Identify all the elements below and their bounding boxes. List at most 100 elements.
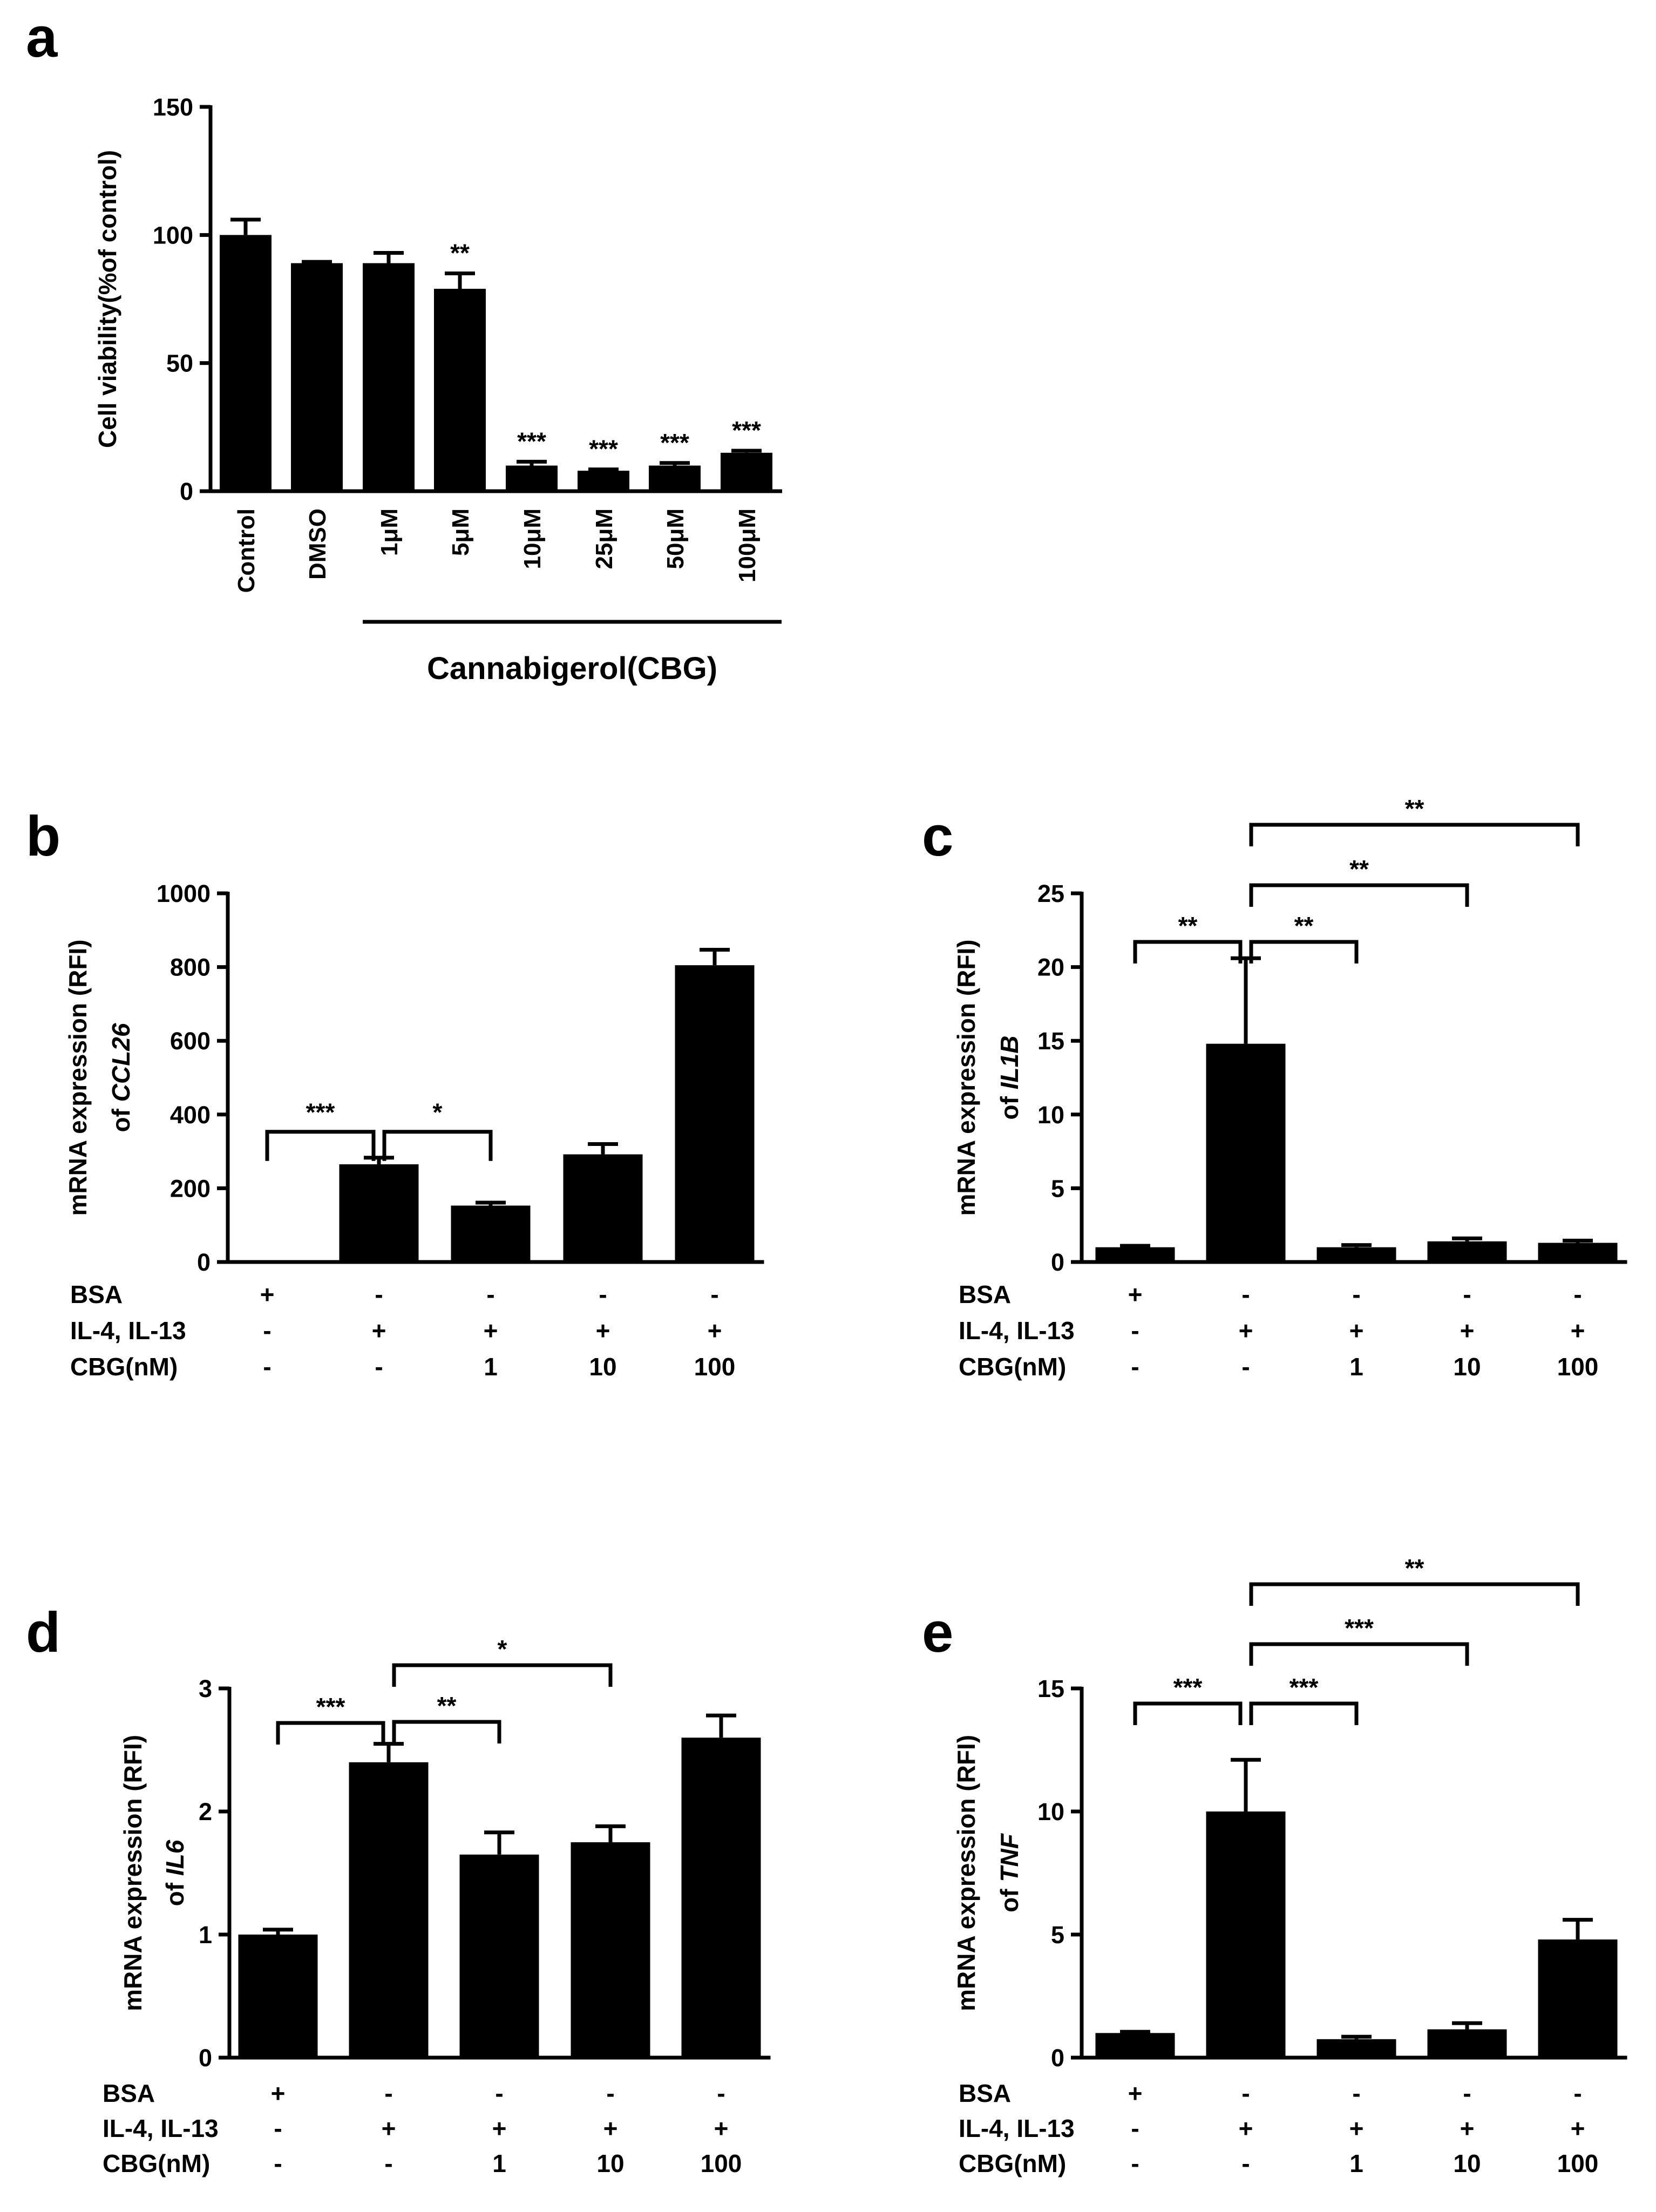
y-tick-label: 15: [1037, 1675, 1064, 1702]
y-tick-label: 200: [170, 1175, 211, 1202]
condition-row-label: BSA: [959, 2079, 1011, 2107]
y-axis-label-prefix: of: [995, 1882, 1023, 1912]
significance-label: ***: [1289, 1673, 1319, 1701]
y-tick-label: 10: [1037, 1798, 1064, 1826]
significance-label: ***: [316, 1693, 345, 1721]
condition-row-label: IL-4, IL-13: [959, 1317, 1075, 1345]
bar: [721, 452, 772, 491]
y-tick-label: 5: [1051, 1921, 1064, 1949]
y-axis-label-gene-name: IL1B: [995, 1036, 1023, 1090]
condition-symbol: -: [1241, 1353, 1250, 1381]
x-category-label: Control: [233, 508, 260, 593]
condition-symbol: -: [1352, 2079, 1360, 2107]
condition-symbol: +: [271, 2079, 286, 2107]
y-axis-label: mRNA expression (RFI): [952, 1735, 980, 2011]
comparison-bracket: ***: [1249, 1673, 1359, 1725]
condition-row-label: BSA: [959, 1280, 1011, 1308]
bar: [649, 465, 701, 491]
panel-letter: e: [922, 1601, 953, 1664]
bar: [434, 289, 486, 491]
condition-symbol: 100: [1557, 1353, 1599, 1381]
panel-letter: c: [922, 805, 953, 868]
y-axis-label-prefix: of: [995, 1089, 1023, 1119]
bar: [291, 263, 343, 491]
comparison-bracket: *: [392, 1635, 613, 1687]
bracket-line: [1249, 823, 1580, 846]
condition-symbol: +: [1460, 2114, 1475, 2142]
bar: [681, 1738, 761, 2058]
condition-symbol: -: [1131, 1317, 1139, 1345]
comparison-bracket: **: [1249, 1554, 1580, 1606]
bar: [1095, 2033, 1175, 2058]
bracket-line: [1249, 1642, 1469, 1666]
y-tick-label: 20: [1037, 954, 1064, 981]
y-tick-label: 3: [199, 1675, 212, 1702]
y-axis-label-gene-line: of TNF: [995, 1833, 1023, 1912]
condition-symbol: 10: [1453, 2149, 1481, 2177]
condition-symbol: -: [1573, 2079, 1582, 2107]
condition-symbol: 10: [1453, 1353, 1481, 1381]
group-label: Cannabigerol(CBG): [427, 651, 717, 686]
condition-symbol: -: [717, 2079, 725, 2107]
condition-symbol: 100: [694, 1353, 736, 1381]
condition-symbol: +: [260, 1280, 275, 1308]
bar: [227, 1261, 307, 1264]
condition-symbol: -: [274, 2149, 282, 2177]
condition-symbol: +: [492, 2114, 507, 2142]
panel-c: c 0 5 10 15 20 25 mRNA expression (RFI) of IL1B *…: [922, 795, 1627, 1381]
condition-symbol: -: [1352, 1280, 1360, 1308]
bracket-line: [1133, 1701, 1243, 1725]
condition-symbol: +: [1571, 1317, 1585, 1345]
y-axis-label: Cell viability(%of control): [93, 150, 121, 448]
condition-symbol: -: [375, 1280, 383, 1308]
bracket-line: [392, 1663, 613, 1687]
bar: [563, 1154, 643, 1262]
condition-symbol: -: [710, 1280, 718, 1308]
bar: [459, 1854, 539, 2058]
bracket-line: [382, 1130, 493, 1161]
bracket-line: [1249, 1582, 1580, 1606]
comparison-bracket: ***: [1133, 1673, 1243, 1725]
condition-row-label: BSA: [70, 1280, 123, 1308]
bar: [339, 1164, 419, 1262]
y-axis-label-gene-line: of IL6: [161, 1840, 189, 1906]
x-category-label: 100μM: [734, 508, 761, 582]
y-tick-label: 0: [199, 2044, 212, 2072]
panel-letter: d: [26, 1601, 60, 1664]
comparison-bracket: **: [392, 1692, 501, 1743]
bracket-line: [392, 1720, 501, 1743]
significance-label: ***: [660, 429, 689, 457]
comparison-bracket: **: [1249, 912, 1359, 963]
x-category-label: 1μM: [376, 508, 403, 556]
condition-symbol: +: [603, 2114, 618, 2142]
comparison-bracket: *: [382, 1098, 493, 1161]
comparison-bracket: **: [1249, 855, 1469, 907]
x-category-label: 10μM: [519, 508, 546, 569]
comparison-bracket: ***: [265, 1098, 376, 1161]
bracket-line: [276, 1721, 385, 1745]
panel-letter: b: [26, 805, 60, 868]
comparison-bracket: **: [1249, 795, 1580, 846]
condition-symbol: -: [1241, 2079, 1250, 2107]
significance-label: **: [437, 1692, 457, 1720]
y-axis-label-gene-name: TNF: [995, 1833, 1023, 1882]
y-axis-label-prefix: of: [161, 1876, 189, 1906]
significance-label: *: [498, 1635, 507, 1663]
comparison-bracket: ***: [1249, 1614, 1469, 1666]
condition-symbol: -: [599, 1280, 607, 1308]
condition-row-label: CBG(nM): [959, 1353, 1066, 1381]
bar: [1095, 1247, 1175, 1262]
condition-symbol: -: [1241, 2149, 1250, 2177]
condition-symbol: 1: [484, 1353, 498, 1381]
condition-symbol: +: [714, 2114, 729, 2142]
condition-symbol: -: [384, 2149, 392, 2177]
y-tick-label: 25: [1037, 880, 1064, 907]
condition-symbol: +: [382, 2114, 396, 2142]
significance-label: ***: [306, 1098, 335, 1127]
significance-label: ***: [589, 435, 618, 463]
y-axis-label-gene-line: of IL1B: [995, 1036, 1023, 1120]
significance-label: **: [450, 239, 470, 267]
condition-symbol: 1: [1349, 2149, 1363, 2177]
